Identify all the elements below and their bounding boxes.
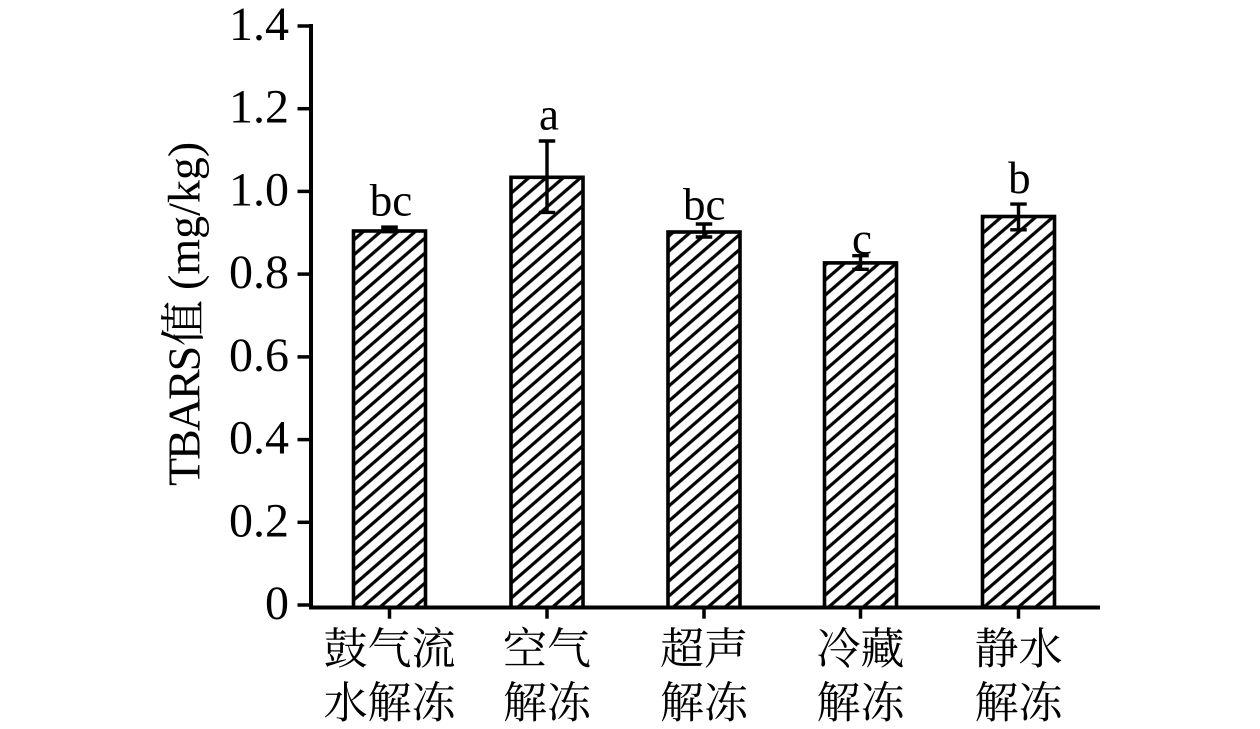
svg-text:bc: bc [370, 176, 412, 226]
svg-text:c: c [852, 214, 872, 264]
svg-text:0.8: 0.8 [229, 246, 289, 299]
svg-text:b: b [1008, 153, 1031, 203]
svg-text:1.0: 1.0 [229, 163, 289, 216]
svg-text:0.4: 0.4 [229, 412, 289, 465]
svg-text:1.2: 1.2 [229, 81, 289, 134]
svg-text:0: 0 [265, 577, 289, 630]
svg-text:TBARS: TBARS [159, 348, 210, 486]
svg-text:0.2: 0.2 [229, 494, 289, 547]
svg-text:(mg/kg): (mg/kg) [159, 142, 210, 290]
svg-text:0.6: 0.6 [229, 329, 289, 382]
svg-text:1.4: 1.4 [229, 0, 289, 51]
svg-text:a: a [539, 90, 559, 140]
svg-text:bc: bc [683, 179, 725, 229]
